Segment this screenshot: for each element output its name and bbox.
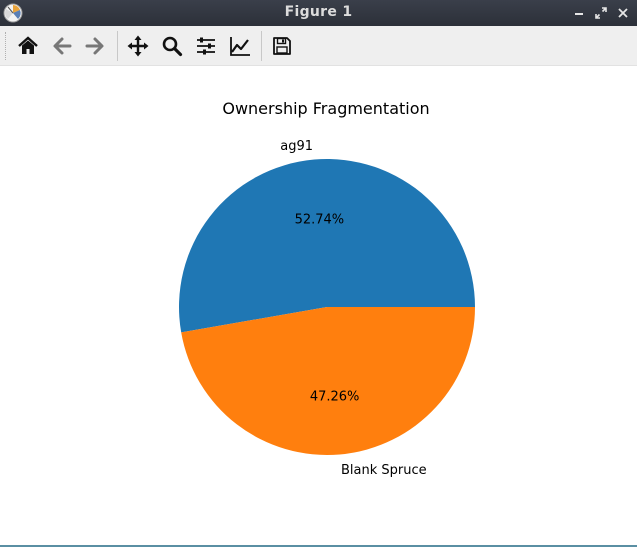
edit-axis-button[interactable] [226, 32, 254, 60]
toolbar-grip[interactable] [5, 32, 9, 60]
back-arrow-icon [53, 37, 72, 55]
window-title: Figure 1 [284, 4, 353, 20]
slice-percent-label-2: 47.26% [310, 389, 360, 404]
back-button[interactable] [48, 32, 76, 60]
maximize-button[interactable] [593, 5, 609, 21]
edit-axis-curve-icon [230, 37, 250, 56]
toolbar-separator [261, 31, 262, 61]
slice-category-label-2: Blank Spruce [341, 463, 427, 478]
pie-slice-1 [179, 159, 476, 333]
pan-move-icon [127, 35, 149, 57]
configure-subplots-button[interactable] [192, 32, 220, 60]
navigation-toolbar [0, 26, 637, 66]
zoom-button[interactable] [158, 32, 186, 60]
matplotlib-app-icon [3, 3, 23, 23]
configure-subplots-icon [197, 37, 215, 55]
minimize-icon [575, 13, 583, 15]
figure-canvas[interactable]: Ownership Fragmentation 52.74% ag91 47.26%… [0, 66, 637, 545]
close-icon [618, 8, 628, 18]
minimize-button[interactable] [571, 5, 587, 21]
chart-title: Ownership Fragmentation [222, 99, 429, 118]
slice-percent-label-1: 52.74% [295, 213, 345, 228]
forward-arrow-icon [85, 37, 104, 55]
slice-category-label-1: ag91 [280, 139, 313, 154]
close-button[interactable] [615, 5, 631, 21]
window-controls [571, 4, 631, 22]
toolbar-separator [117, 31, 118, 61]
save-floppy-icon [273, 37, 291, 55]
pie-chart: Ownership Fragmentation 52.74% ag91 47.26%… [179, 99, 476, 478]
zoom-magnifier-icon [162, 36, 183, 57]
title-bar[interactable]: Figure 1 [0, 0, 637, 26]
pie-slice-2 [181, 307, 475, 456]
forward-button[interactable] [81, 32, 109, 60]
save-button[interactable] [268, 32, 296, 60]
pan-button[interactable] [124, 32, 152, 60]
home-icon [18, 36, 38, 54]
home-button[interactable] [14, 32, 42, 60]
maximize-icon [595, 7, 607, 19]
window-bottom-edge [0, 545, 637, 547]
